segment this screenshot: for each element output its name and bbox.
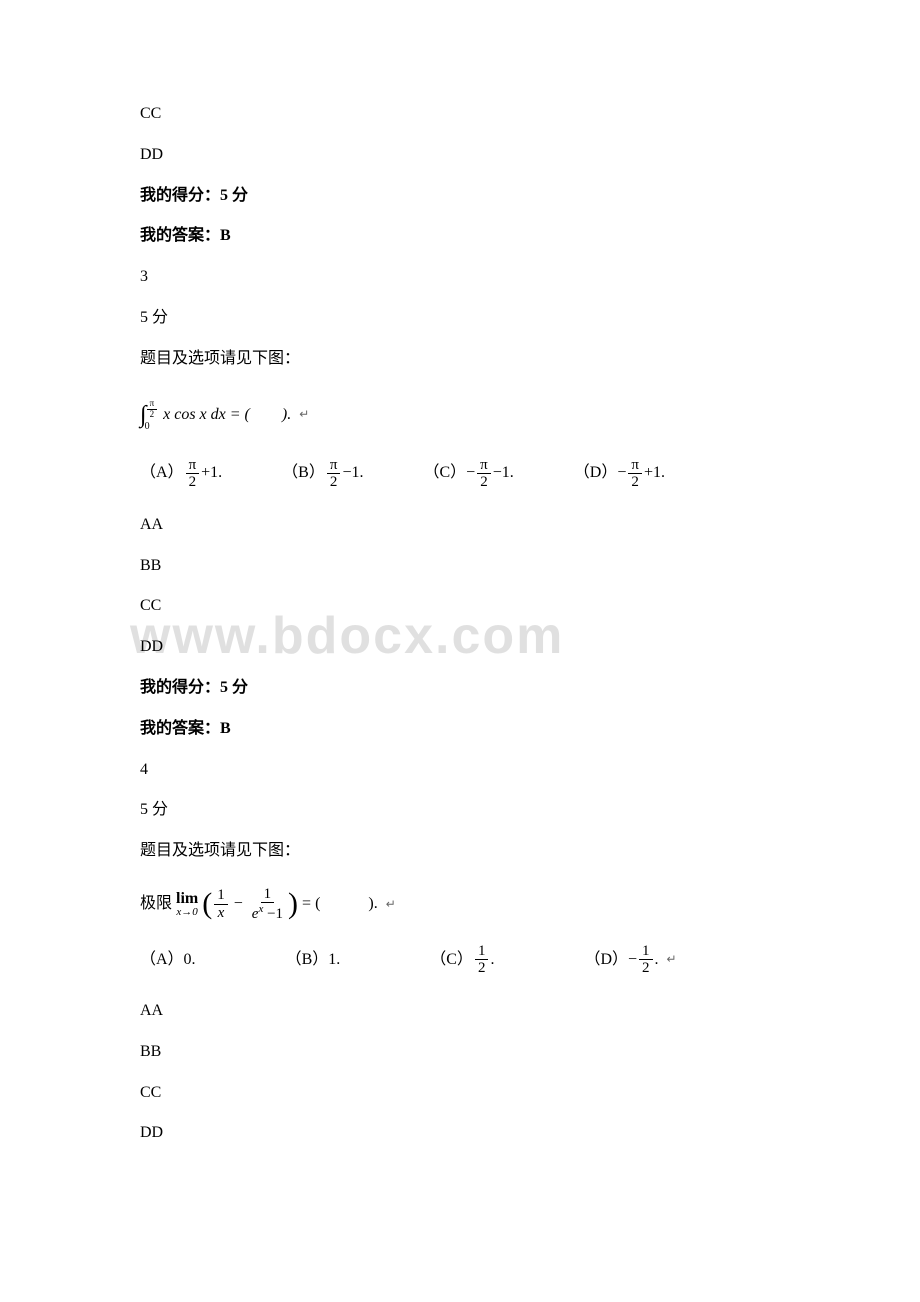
q4-option-a: （A）0. — [140, 946, 196, 975]
limit-block: lim x→0 — [176, 891, 198, 918]
q4-points: 5 分 — [140, 796, 780, 825]
q4-option-c-text: CC — [140, 1079, 780, 1108]
return-arrow-icon: ↵ — [667, 949, 677, 971]
document-content: CC DD 我的得分：5 分 我的答案：B 3 5 分 题目及选项请见下图： ∫… — [140, 100, 780, 1148]
q3-instruction: 题目及选项请见下图： — [140, 345, 780, 374]
q4-opt-d-label: （D）− — [584, 946, 637, 975]
lim-text: lim — [176, 891, 198, 907]
q4-instruction: 题目及选项请见下图： — [140, 837, 780, 866]
q4-option-c: （C） 1 2 . — [430, 943, 494, 977]
return-arrow-icon: ↵ — [299, 404, 309, 426]
q4-options-row: （A）0. （B）1. （C） 1 2 . （D）− 1 2 . ↵ — [140, 943, 780, 977]
q4-opt-c-den: 2 — [475, 960, 489, 977]
q3-opt-d-tail: +1. — [644, 459, 665, 488]
q3-option-c: （C）− π 2 −1. — [423, 457, 513, 491]
q3-score: 我的得分：5 分 — [140, 674, 780, 703]
q4-option-d-text: DD — [140, 1119, 780, 1148]
q4-term2-den-tail: −1 — [263, 906, 283, 922]
q3-number: 3 — [140, 263, 780, 292]
q3-opt-b-label: （B） — [282, 459, 325, 488]
q4-opt-b-label: （B）1. — [286, 946, 341, 975]
q2-option-d: DD — [140, 141, 780, 170]
q3-opt-c-num: π — [477, 457, 491, 475]
q3-option-a-text: AA — [140, 511, 780, 540]
q3-option-b: （B） π 2 −1. — [282, 457, 363, 491]
q3-opt-b-den: 2 — [327, 474, 341, 491]
return-arrow-icon: ↵ — [386, 894, 396, 916]
q4-opt-c-label: （C） — [430, 946, 473, 975]
q4-opt-c-num: 1 — [475, 943, 489, 961]
q4-term1-den: x — [215, 905, 228, 922]
q3-option-d-text: DD — [140, 633, 780, 662]
q2-answer: 我的答案：B — [140, 222, 780, 251]
q3-answer: 我的答案：B — [140, 715, 780, 744]
q4-option-a-text: AA — [140, 997, 780, 1026]
q3-opt-a-num: π — [186, 457, 200, 475]
q4-number: 4 — [140, 756, 780, 785]
q3-option-d: （D）− π 2 +1. — [574, 457, 665, 491]
q3-opt-c-tail: −1. — [493, 459, 514, 488]
q3-options-row: （A） π 2 +1. （B） π 2 −1. （C）− π 2 −1. （D）… — [140, 457, 780, 491]
q4-term1-num: 1 — [214, 887, 228, 905]
q3-opt-a-den: 2 — [186, 474, 200, 491]
q4-opt-d-num: 1 — [639, 943, 653, 961]
integral-sign: ∫ — [140, 394, 147, 437]
q4-opt-d-tail: . — [655, 946, 659, 975]
q4-opt-c-tail: . — [490, 946, 494, 975]
q4-limit-expression: 极限 lim x→0 ( 1 x − 1 ex −1 ) = ( ). ↵ — [140, 886, 780, 923]
q4-option-b: （B）1. — [286, 946, 341, 975]
q3-integrand: x cos x dx = ( ). — [163, 401, 291, 430]
lim-sub: x→0 — [176, 907, 197, 918]
q4-opt-a-label: （A）0. — [140, 946, 196, 975]
q3-opt-d-num: π — [628, 457, 642, 475]
q3-integral-expression: ∫ π 2 0 x cos x dx = ( ). ↵ — [140, 394, 780, 437]
q3-opt-a-label: （A） — [140, 459, 184, 488]
q4-option-d: （D）− 1 2 . ↵ — [584, 943, 676, 977]
q3-option-b-text: BB — [140, 552, 780, 581]
q2-score: 我的得分：5 分 — [140, 182, 780, 211]
q3-opt-b-tail: −1. — [342, 459, 363, 488]
q4-minus: − — [234, 890, 243, 919]
q3-opt-a-tail: +1. — [201, 459, 222, 488]
q4-option-b-text: BB — [140, 1038, 780, 1067]
q4-term2-num: 1 — [261, 886, 275, 904]
q3-opt-d-label: （D）− — [574, 459, 627, 488]
left-paren-icon: ( — [202, 889, 212, 919]
q4-term2-den: ex −1 — [249, 903, 286, 923]
q4-prefix: 极限 — [140, 890, 172, 919]
q3-option-a: （A） π 2 +1. — [140, 457, 222, 491]
right-paren-icon: ) — [288, 889, 298, 919]
q4-opt-d-den: 2 — [639, 960, 653, 977]
q3-opt-b-num: π — [327, 457, 341, 475]
q3-points: 5 分 — [140, 304, 780, 333]
integral-upper-den: 2 — [147, 410, 158, 420]
q2-option-c: CC — [140, 100, 780, 129]
q3-option-c-text: CC — [140, 592, 780, 621]
q3-opt-c-den: 2 — [477, 474, 491, 491]
q3-opt-c-label: （C）− — [423, 459, 475, 488]
q3-opt-d-den: 2 — [628, 474, 642, 491]
q4-equals: = ( ). — [302, 890, 378, 919]
